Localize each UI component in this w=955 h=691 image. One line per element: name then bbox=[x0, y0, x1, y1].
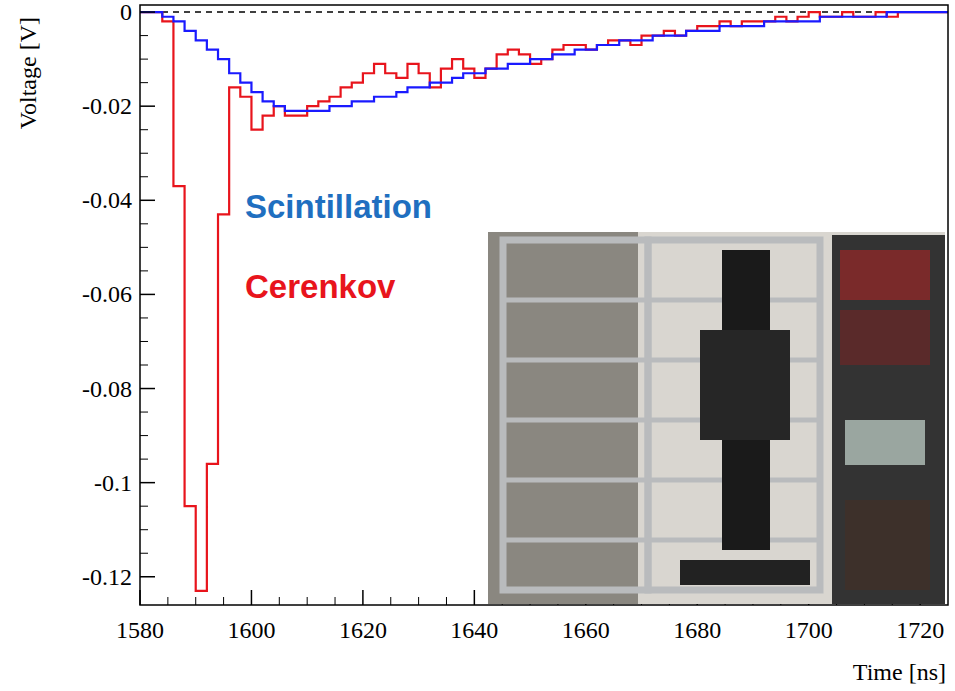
y-minor-tick bbox=[140, 365, 148, 366]
x-minor-tick bbox=[195, 597, 196, 605]
x-tick-label: 1700 bbox=[785, 617, 833, 643]
y-tick-label: -0.12 bbox=[82, 564, 132, 590]
x-tick-label: 1640 bbox=[450, 617, 498, 643]
x-minor-tick bbox=[167, 597, 168, 605]
zero-line bbox=[140, 11, 948, 13]
x-minor-tick bbox=[307, 597, 308, 605]
x-tick bbox=[251, 590, 253, 605]
x-tick-label: 1600 bbox=[227, 617, 275, 643]
x-minor-tick bbox=[335, 597, 336, 605]
x-minor-tick bbox=[390, 597, 391, 605]
y-tick bbox=[140, 105, 155, 107]
y-minor-tick bbox=[140, 129, 148, 130]
plot-bg bbox=[140, 5, 948, 605]
x-tick-label: 1660 bbox=[562, 617, 610, 643]
y-minor-tick bbox=[140, 270, 148, 271]
x-tick-label: 1580 bbox=[116, 617, 164, 643]
y-minor-tick bbox=[140, 59, 148, 60]
y-minor-tick bbox=[140, 412, 148, 413]
y-minor-tick bbox=[140, 35, 148, 36]
x-tick-label: 1720 bbox=[896, 617, 944, 643]
x-tick bbox=[139, 590, 141, 605]
legend-label: Cerenkov bbox=[245, 268, 396, 305]
y-minor-tick bbox=[140, 459, 148, 460]
photo-inset bbox=[488, 232, 945, 604]
y-tick-label: -0.02 bbox=[82, 93, 132, 119]
x-tick bbox=[362, 590, 364, 605]
chart: 1580 1600 1620 1640 1660 1680 1700 1720 -0.12 -0.… bbox=[0, 0, 955, 691]
y-minor-tick bbox=[140, 223, 148, 224]
y-minor-tick bbox=[140, 529, 148, 530]
x-axis-title: Time [ns] bbox=[853, 659, 946, 685]
photo-box bbox=[700, 330, 790, 440]
y-tick-label: -0.08 bbox=[82, 376, 132, 402]
x-minor-tick bbox=[223, 597, 224, 605]
y-minor-tick bbox=[140, 506, 148, 507]
x-tick-label: 1680 bbox=[673, 617, 721, 643]
photo-box bbox=[680, 560, 810, 585]
photo-module bbox=[840, 250, 930, 300]
x-tick bbox=[474, 590, 476, 605]
photo-bg bbox=[488, 232, 945, 604]
y-tick-label: -0.06 bbox=[82, 281, 132, 307]
y-tick bbox=[140, 200, 155, 202]
y-minor-tick bbox=[140, 317, 148, 318]
y-tick-label: -0.04 bbox=[82, 187, 132, 213]
x-minor-tick bbox=[279, 597, 280, 605]
y-tick bbox=[140, 388, 155, 390]
photo-shelf bbox=[503, 298, 820, 303]
x-minor-tick bbox=[418, 597, 419, 605]
photo-scope bbox=[845, 420, 925, 465]
x-minor-tick bbox=[446, 597, 447, 605]
photo-shelf bbox=[503, 538, 820, 543]
photo-module bbox=[840, 310, 930, 365]
x-tick-label: 1620 bbox=[339, 617, 387, 643]
y-minor-tick bbox=[140, 435, 148, 436]
y-tick-label: -0.1 bbox=[94, 470, 132, 496]
y-minor-tick bbox=[140, 247, 148, 248]
frame bbox=[140, 5, 948, 605]
y-axis-title: Voltage [V] bbox=[15, 17, 41, 129]
y-tick bbox=[140, 576, 155, 578]
y-tick bbox=[140, 482, 155, 484]
y-tick bbox=[140, 11, 155, 13]
legend-label: Scintillation bbox=[245, 188, 432, 225]
photo-shelf bbox=[503, 478, 820, 483]
photo-cabinet bbox=[832, 235, 945, 604]
y-tick bbox=[140, 294, 155, 296]
y-tick-label: 0 bbox=[120, 0, 132, 25]
series-line bbox=[140, 12, 948, 111]
y-minor-tick bbox=[140, 553, 148, 554]
y-minor-tick bbox=[140, 153, 148, 154]
y-minor-tick bbox=[140, 341, 148, 342]
y-minor-tick bbox=[140, 82, 148, 83]
y-minor-tick bbox=[140, 176, 148, 177]
photo-module bbox=[845, 500, 930, 590]
